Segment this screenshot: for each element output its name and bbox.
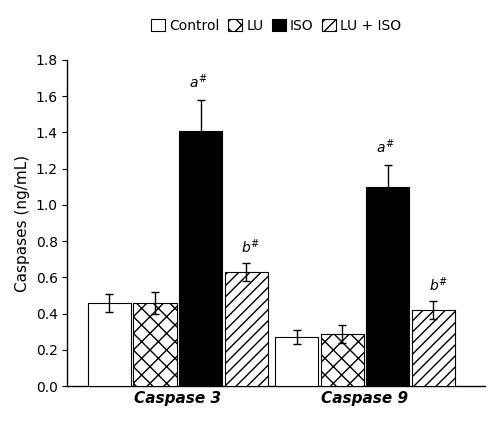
Bar bbox=[412, 310, 455, 386]
Text: $b^{\#}$: $b^{\#}$ bbox=[428, 275, 448, 294]
Bar bbox=[366, 187, 410, 386]
Bar bbox=[320, 333, 364, 386]
Legend: Control, LU, ISO, LU + ISO: Control, LU, ISO, LU + ISO bbox=[148, 15, 405, 37]
Text: $b^{\#}$: $b^{\#}$ bbox=[242, 237, 260, 256]
Bar bbox=[88, 303, 131, 386]
Text: $a^{\#}$: $a^{\#}$ bbox=[189, 72, 208, 91]
Bar bbox=[134, 303, 176, 386]
Text: $a^{\#}$: $a^{\#}$ bbox=[376, 137, 394, 156]
Bar bbox=[179, 131, 222, 386]
Bar bbox=[224, 272, 268, 386]
Y-axis label: Caspases (ng/mL): Caspases (ng/mL) bbox=[15, 155, 30, 292]
Bar bbox=[275, 337, 318, 386]
